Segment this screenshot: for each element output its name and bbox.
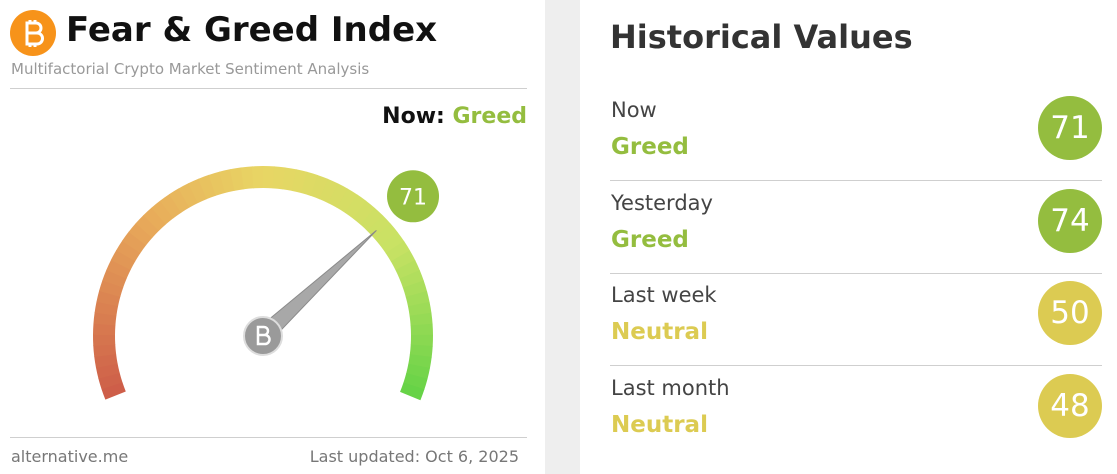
- bitcoin-logo: [10, 10, 56, 56]
- now-badge: [387, 170, 440, 223]
- gauge-arc-segment: [409, 344, 433, 358]
- gauge-arc-segment: [319, 178, 339, 204]
- gauge-arc-segment: [219, 169, 235, 193]
- hub-bitcoin-icon: [256, 325, 271, 346]
- classification: Greed: [611, 134, 689, 160]
- gauge-arc-segment: [373, 223, 398, 246]
- period: Last week: [611, 283, 717, 307]
- gauge-arc-segment: [110, 249, 136, 270]
- classification: Greed: [611, 226, 689, 253]
- gauge-arc-segment: [93, 334, 116, 346]
- gauge-arc-segment: [128, 223, 153, 246]
- value-badge: 50: [1038, 281, 1102, 345]
- gauge-arc-segment: [159, 194, 182, 219]
- gauge-arc-segment: [390, 250, 416, 271]
- value-badge: 71: [1038, 96, 1102, 160]
- historical-title: Historical Values: [610, 18, 913, 56]
- gauge-arc-segment: [385, 240, 411, 262]
- gauge-arc-segment: [93, 344, 117, 357]
- gauge-arc-segment: [407, 301, 432, 317]
- classification: Neutral: [611, 411, 708, 438]
- gauge-arc-segment: [95, 363, 120, 379]
- gauge-arc-segment: [106, 259, 131, 279]
- gauge-arc-segment: [102, 269, 127, 288]
- gauge-arc-segment: [272, 166, 286, 190]
- gauge-arc-segment: [395, 260, 420, 280]
- last-updated: Last updated: Oct 6, 2025: [309, 447, 519, 466]
- gauge-arc-segment: [251, 166, 264, 189]
- gauge-arc-segment: [336, 188, 358, 213]
- gauge-arc-segment: [240, 166, 254, 190]
- gauge-arc-segment: [188, 178, 208, 204]
- classification: Neutral: [611, 319, 708, 345]
- period: Yesterday: [611, 190, 713, 215]
- gauge-arc-segment: [168, 188, 190, 213]
- now-status: Now: Greed: [382, 104, 527, 129]
- gauge-arc-segment: [178, 183, 199, 208]
- gauge-arc-segment: [151, 200, 174, 225]
- gauge-arc-segment: [403, 373, 428, 390]
- gauge-arc-segment: [410, 323, 433, 336]
- gauge-arc-segment: [198, 174, 217, 200]
- gauge-arc-segment: [328, 183, 349, 208]
- gauge-arc-segment: [94, 353, 118, 368]
- gauge: 71: [93, 166, 440, 401]
- source: alternative.me: [11, 447, 129, 466]
- period: Now: [611, 98, 657, 122]
- gauge-arc-segment: [400, 382, 425, 401]
- gauge-arc-segment: [301, 171, 318, 196]
- divider-strip: [545, 0, 580, 474]
- footer-rule: [10, 437, 527, 438]
- value-badge: 48: [1038, 373, 1102, 438]
- gauge-arc-segment: [406, 363, 430, 380]
- gauge-arc-segment: [143, 207, 167, 231]
- now-badge-value: 71: [399, 185, 427, 210]
- gauge-arc-segment: [93, 312, 117, 326]
- subtitle: Multifactorial Crypto Market Sentiment A…: [11, 60, 370, 78]
- gauge-arc-segment: [122, 231, 147, 254]
- gauge-arc-segment: [96, 290, 121, 307]
- gauge-arc-segment: [405, 291, 430, 307]
- title: Fear & Greed Index: [66, 10, 438, 50]
- gauge-arc-segment: [229, 167, 245, 191]
- gauge-arc-segment: [116, 240, 141, 262]
- row-rule: [610, 180, 1102, 181]
- value-badge: 74: [1038, 188, 1102, 253]
- header-rule: [10, 88, 527, 89]
- gauge-arc-segment: [101, 381, 126, 400]
- gauge-arc-segment: [352, 200, 376, 225]
- row-rule: [610, 365, 1102, 366]
- gauge-arc-segment: [344, 194, 367, 219]
- gauge-arc-segment: [93, 323, 116, 335]
- gauge-arc-segment: [291, 169, 308, 194]
- now-classification: Greed: [452, 104, 528, 129]
- gauge-arc-segment: [99, 279, 124, 297]
- now-label: Now:: [382, 104, 445, 129]
- gauge-arc-segment: [263, 166, 275, 189]
- gauge-arc-segment: [135, 214, 160, 238]
- gauge-arc-segment: [399, 270, 424, 289]
- gauge-arc-segment: [310, 174, 329, 200]
- period: Last month: [611, 375, 730, 400]
- gauge-arc-segment: [409, 312, 433, 326]
- gauge-arc-segment: [380, 231, 405, 254]
- gauge-arc-segment: [410, 334, 433, 347]
- gauge-arc-segment: [360, 207, 384, 232]
- row-rule: [610, 272, 1102, 274]
